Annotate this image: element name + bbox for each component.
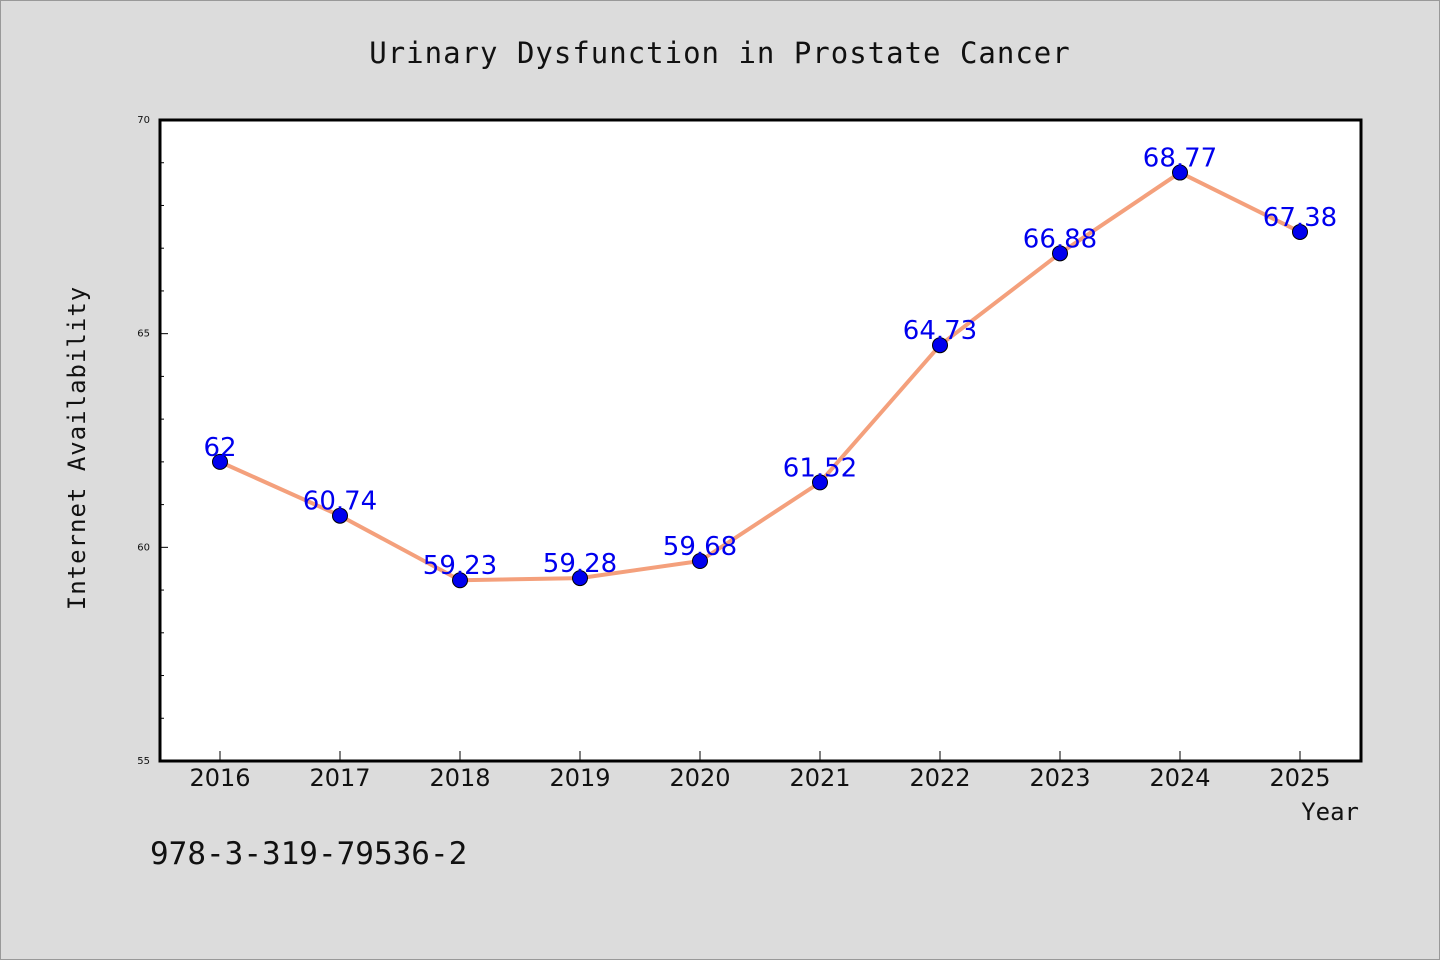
data-label: 67.38 xyxy=(1263,203,1337,233)
y-tick-label: 55 xyxy=(137,756,150,767)
data-point xyxy=(1292,223,1308,240)
series-line xyxy=(218,170,1302,583)
x-tick-label: 2024 xyxy=(1149,764,1210,792)
isbn-footer: 978-3-319-79536-2 xyxy=(150,836,467,872)
x-tick-label: 2017 xyxy=(309,764,370,792)
y-axis-label: Internet Availability xyxy=(63,286,91,610)
x-tick-label: 2019 xyxy=(549,764,610,792)
data-point xyxy=(332,507,348,524)
x-tick-label: 2020 xyxy=(669,764,730,792)
axis-ticks: 55 60 65 70 2016 2017 2018 2019 2020 2021 2022 2023… xyxy=(137,115,1330,792)
plot-area xyxy=(160,120,1361,761)
data-label: 62 xyxy=(203,433,236,463)
plot-frame xyxy=(158,118,1363,763)
data-point xyxy=(932,337,948,354)
data-point xyxy=(812,474,828,491)
x-tick-label: 2022 xyxy=(909,764,970,792)
series-line-layer xyxy=(218,170,1302,583)
data-label: 59.28 xyxy=(543,549,617,579)
x-tick-label: 2018 xyxy=(429,764,490,792)
data-label: 64.73 xyxy=(903,316,977,346)
y-tick-label: 70 xyxy=(137,115,150,126)
data-label: 66.88 xyxy=(1023,224,1097,254)
data-point xyxy=(572,570,588,587)
data-label: 60.74 xyxy=(303,487,377,517)
data-point xyxy=(212,453,228,470)
data-point xyxy=(692,553,708,570)
x-tick-label: 2016 xyxy=(189,764,250,792)
data-point xyxy=(452,572,468,589)
data-label: 61.52 xyxy=(783,453,857,483)
x-axis-label: Year xyxy=(1301,798,1359,826)
data-label-layer: 62 60.74 59.23 59.28 59.68 61.52 64.73 66.88 68.… xyxy=(203,144,1337,582)
y-tick-label: 60 xyxy=(137,542,150,553)
data-label: 68.77 xyxy=(1143,144,1217,174)
data-point xyxy=(1172,164,1188,181)
data-label: 59.23 xyxy=(423,551,497,581)
x-tick-label: 2025 xyxy=(1269,764,1330,792)
series-marker-layer xyxy=(212,164,1308,589)
y-tick-label: 65 xyxy=(137,329,150,340)
x-tick-label: 2021 xyxy=(789,764,850,792)
chart-title: Urinary Dysfunction in Prostate Cancer xyxy=(369,36,1070,70)
data-point xyxy=(1052,245,1068,262)
data-label: 59.68 xyxy=(663,532,737,562)
x-tick-label: 2023 xyxy=(1029,764,1090,792)
